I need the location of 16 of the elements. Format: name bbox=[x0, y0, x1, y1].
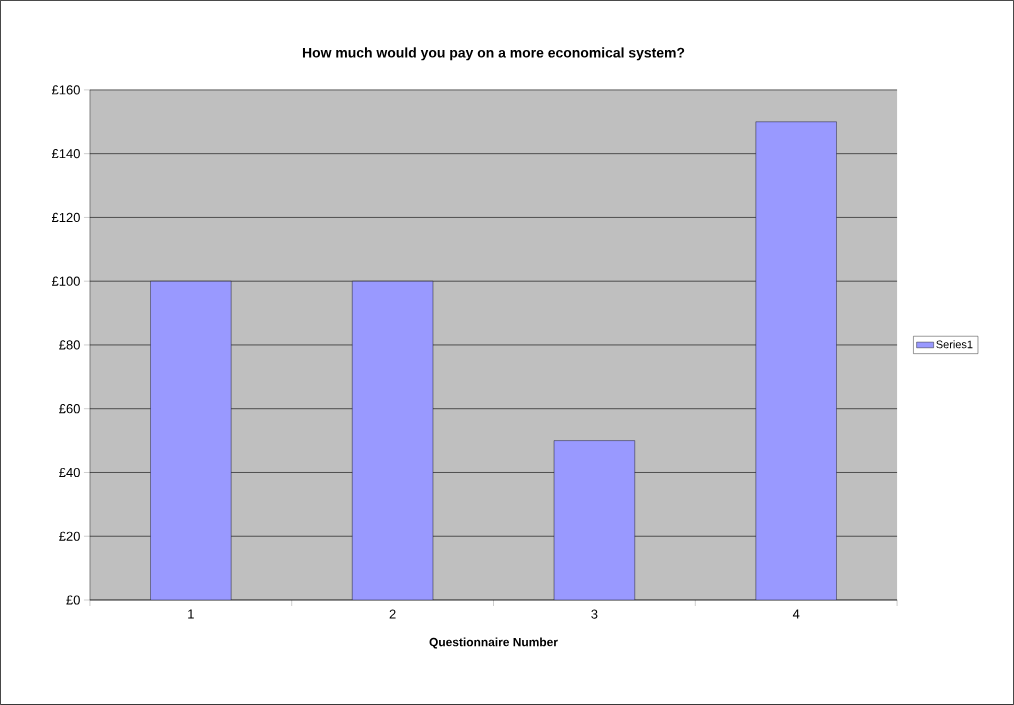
y-tick-label: £120 bbox=[51, 212, 80, 223]
y-tick-label: £160 bbox=[51, 85, 80, 95]
x-tick-label: 3 bbox=[591, 609, 598, 619]
y-tick-label: £20 bbox=[59, 531, 80, 541]
x-tick-label: 4 bbox=[792, 609, 800, 619]
y-tick-label: £0 bbox=[66, 595, 80, 605]
x-tick-label: 2 bbox=[389, 609, 396, 619]
y-tick-label: £100 bbox=[51, 276, 80, 286]
y-tick-label: £60 bbox=[59, 404, 80, 414]
x-tick-label: 1 bbox=[188, 609, 194, 619]
y-tick-label: £140 bbox=[51, 149, 80, 159]
y-tick-label: £80 bbox=[59, 340, 80, 350]
y-tick-label: £40 bbox=[59, 467, 80, 478]
chart-title: How much would you pay on a more economical system? bbox=[302, 47, 685, 61]
legend-label: Series1 bbox=[936, 340, 973, 349]
x-axis-title: Questionnaire Number bbox=[429, 637, 558, 649]
